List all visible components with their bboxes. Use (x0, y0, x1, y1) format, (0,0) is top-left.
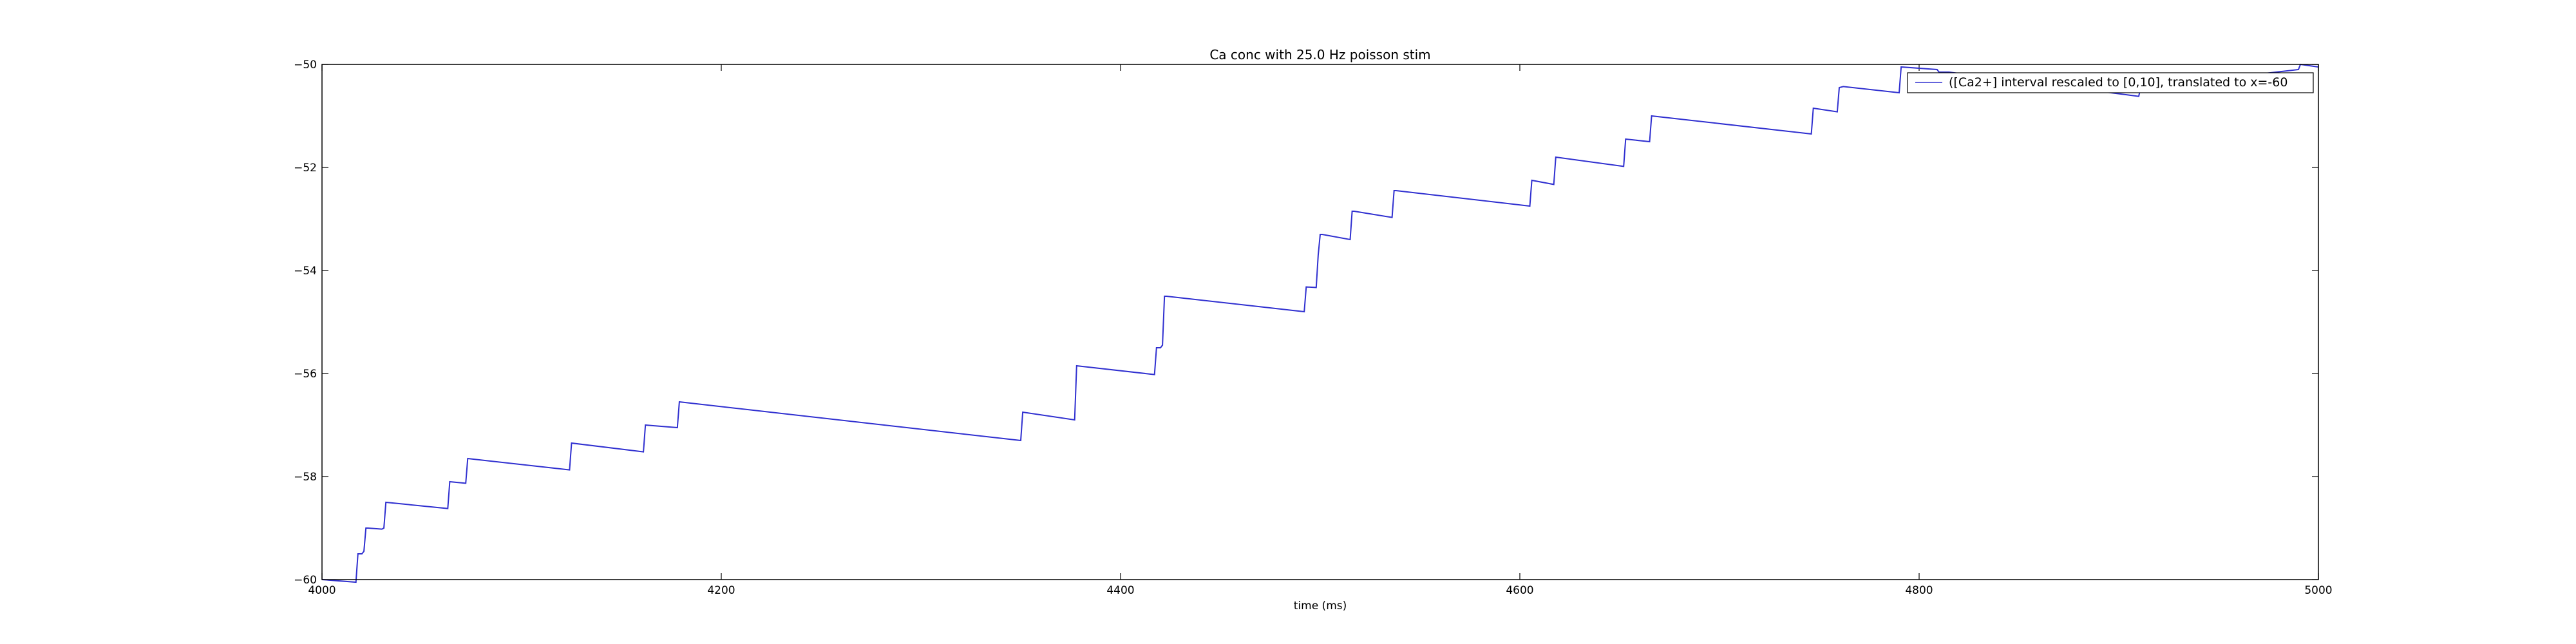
x-tick-label: 4000 (308, 584, 336, 597)
legend-label: ([Ca2+] interval rescaled to [0,10], tra… (1949, 75, 2287, 90)
x-tick-label: 4200 (707, 584, 735, 597)
plot-frame (321, 64, 2319, 580)
series-lines (321, 63, 2319, 583)
legend-box (1907, 72, 2314, 93)
y-tick-label: −56 (294, 368, 317, 381)
y-tick-label: −52 (294, 162, 317, 175)
plot-area (322, 64, 2318, 580)
y-tick-label: −50 (294, 59, 317, 71)
series-line-0 (321, 63, 2319, 583)
y-tick-label: −58 (294, 471, 317, 484)
legend: ([Ca2+] interval rescaled to [0,10], tra… (1907, 72, 2314, 93)
x-tick-label: 4800 (1905, 584, 1933, 597)
y-tick-label: −54 (294, 265, 317, 278)
y-tick-label: −60 (294, 574, 317, 587)
ticks: 4000 4200 4400 4600 4800 5000 −60 −58 −56 −54 −52 −… (294, 59, 2333, 597)
x-tick-label: 4400 (1106, 584, 1134, 597)
x-tick-label: 5000 (2304, 584, 2332, 597)
x-tick-label: 4600 (1506, 584, 1533, 597)
chart-title: Ca conc with 25.0 Hz poisson stim (1209, 47, 1430, 62)
x-axis-label: time (ms) (1294, 600, 1347, 612)
